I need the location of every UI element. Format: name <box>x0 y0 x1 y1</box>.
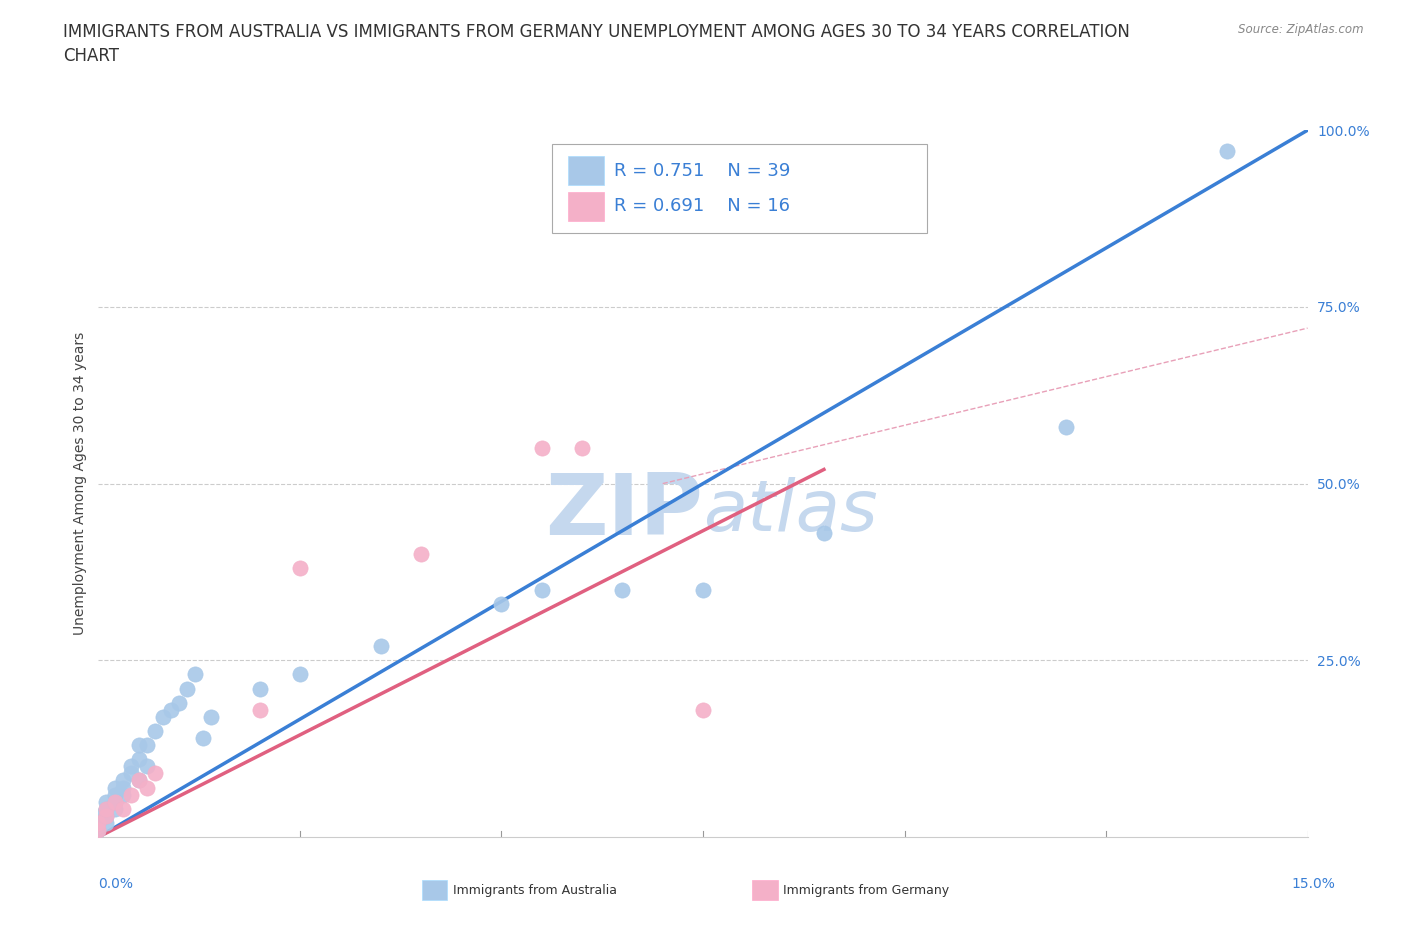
Point <box>87 822 110 837</box>
Point <box>87 816 110 830</box>
Point <box>111 802 134 817</box>
Text: atlas: atlas <box>703 477 877 546</box>
Point <box>692 702 714 717</box>
Point <box>152 710 174 724</box>
Point <box>128 773 150 788</box>
Point <box>184 667 207 682</box>
Text: ZIP: ZIP <box>546 471 703 553</box>
Point <box>193 731 215 746</box>
Point <box>571 441 593 456</box>
Point <box>1216 144 1239 159</box>
Point <box>103 787 125 802</box>
Point <box>143 766 166 781</box>
Point <box>128 751 150 766</box>
Point <box>96 794 118 809</box>
Point <box>87 808 110 823</box>
Point <box>249 681 271 696</box>
Point <box>530 441 553 456</box>
Text: 0.0%: 0.0% <box>98 877 134 891</box>
Y-axis label: Unemployment Among Ages 30 to 34 years: Unemployment Among Ages 30 to 34 years <box>73 332 87 635</box>
Point <box>111 780 134 795</box>
Point <box>530 582 553 597</box>
Point <box>96 816 118 830</box>
Point <box>103 794 125 809</box>
Point <box>692 582 714 597</box>
Point <box>135 759 157 774</box>
Point <box>120 787 142 802</box>
Text: Source: ZipAtlas.com: Source: ZipAtlas.com <box>1239 23 1364 36</box>
Point <box>370 639 392 654</box>
Point <box>491 596 513 611</box>
Text: IMMIGRANTS FROM AUSTRALIA VS IMMIGRANTS FROM GERMANY UNEMPLOYMENT AMONG AGES 30 : IMMIGRANTS FROM AUSTRALIA VS IMMIGRANTS … <box>63 23 1130 65</box>
Point <box>288 561 311 576</box>
Point <box>120 759 142 774</box>
Point <box>612 582 634 597</box>
Point <box>135 737 157 752</box>
Point <box>128 773 150 788</box>
Point <box>103 780 125 795</box>
FancyBboxPatch shape <box>568 156 603 185</box>
Point <box>200 710 222 724</box>
Point <box>143 724 166 738</box>
FancyBboxPatch shape <box>551 144 927 232</box>
FancyBboxPatch shape <box>568 192 603 221</box>
Text: Immigrants from Germany: Immigrants from Germany <box>783 884 949 897</box>
Point <box>1054 419 1077 434</box>
Point <box>409 547 432 562</box>
Point <box>96 802 118 817</box>
Point <box>813 525 835 540</box>
Point <box>135 780 157 795</box>
Text: R = 0.751    N = 39: R = 0.751 N = 39 <box>613 162 790 179</box>
Point <box>96 808 118 823</box>
Text: Immigrants from Australia: Immigrants from Australia <box>453 884 617 897</box>
Text: R = 0.691    N = 16: R = 0.691 N = 16 <box>613 197 790 216</box>
Point <box>128 737 150 752</box>
Text: 15.0%: 15.0% <box>1292 877 1336 891</box>
Point <box>96 802 118 817</box>
Point <box>176 681 198 696</box>
Point <box>111 787 134 802</box>
Point <box>249 702 271 717</box>
Point <box>120 766 142 781</box>
Point <box>288 667 311 682</box>
Point <box>111 773 134 788</box>
Point <box>87 822 110 837</box>
Point <box>103 802 125 817</box>
Point <box>96 808 118 823</box>
Point <box>87 816 110 830</box>
Point <box>167 696 190 711</box>
Point <box>103 794 125 809</box>
Point <box>160 702 183 717</box>
